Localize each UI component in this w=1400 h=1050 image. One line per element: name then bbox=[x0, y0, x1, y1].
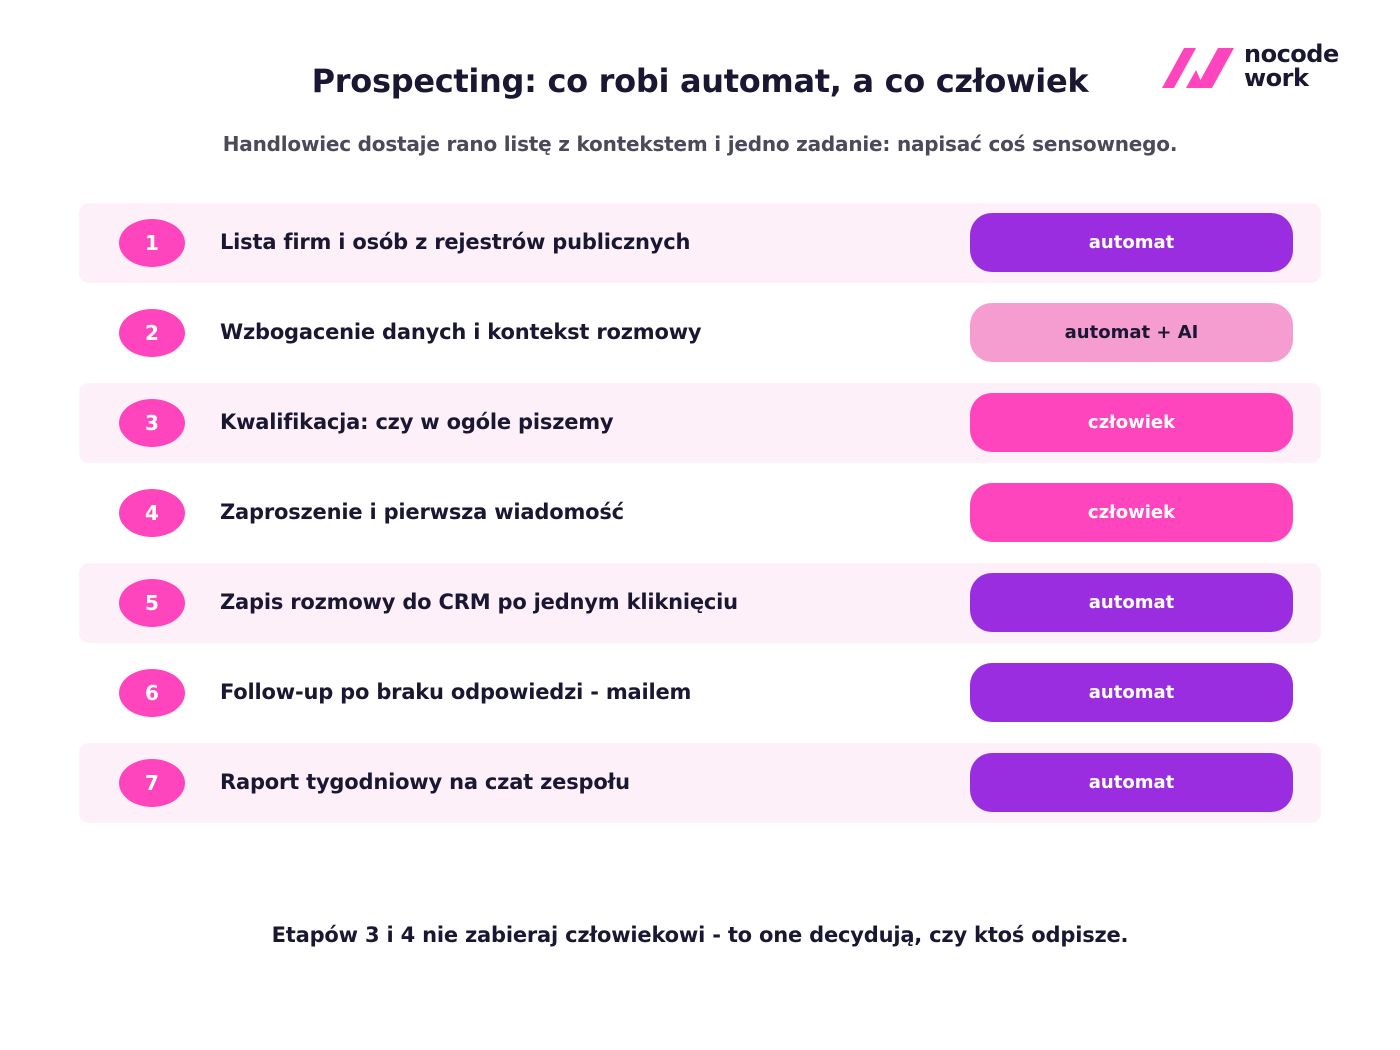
step-label: Wzbogacenie danych i kontekst rozmowy bbox=[220, 320, 702, 344]
footer-note: Etapów 3 i 4 nie zabieraj człowiekowi - … bbox=[271, 923, 1129, 947]
step-owner-badge: automat bbox=[970, 753, 1293, 812]
step-label: Zapis rozmowy do CRM po jednym kliknięci… bbox=[220, 590, 738, 614]
step-number-badge: 7 bbox=[119, 759, 185, 807]
step-row: 7 Raport tygodniowy na czat zespołu auto… bbox=[79, 743, 1321, 823]
step-owner-badge: automat bbox=[970, 663, 1293, 722]
step-owner-badge: automat + AI bbox=[970, 303, 1293, 362]
step-row: 2 Wzbogacenie danych i kontekst rozmowy … bbox=[79, 293, 1321, 373]
step-label: Kwalifikacja: czy w ogóle piszemy bbox=[220, 410, 614, 434]
nocode-work-logo-icon bbox=[1162, 48, 1234, 88]
step-number-badge: 4 bbox=[119, 489, 185, 537]
step-label: Zaproszenie i pierwsza wiadomość bbox=[220, 500, 624, 524]
page-subtitle: Handlowiec dostaje rano listę z kontekst… bbox=[222, 132, 1178, 156]
logo-text-line2: work bbox=[1244, 64, 1309, 92]
step-number-badge: 2 bbox=[119, 309, 185, 357]
logo-text: nocode work bbox=[1244, 42, 1339, 90]
step-label: Lista firm i osób z rejestrów publicznyc… bbox=[220, 230, 691, 254]
logo: nocode work bbox=[1162, 42, 1362, 92]
step-label: Follow-up po braku odpowiedzi - mailem bbox=[220, 680, 692, 704]
logo-text-line1: nocode bbox=[1244, 40, 1339, 68]
step-number-badge: 3 bbox=[119, 399, 185, 447]
step-owner-badge: człowiek bbox=[970, 483, 1293, 542]
step-row: 6 Follow-up po braku odpowiedzi - mailem… bbox=[79, 653, 1321, 733]
step-row: 1 Lista firm i osób z rejestrów publiczn… bbox=[79, 203, 1321, 283]
step-number-badge: 5 bbox=[119, 579, 185, 627]
steps-list: 1 Lista firm i osób z rejestrów publiczn… bbox=[79, 203, 1321, 833]
step-owner-badge: automat bbox=[970, 573, 1293, 632]
step-number-badge: 1 bbox=[119, 219, 185, 267]
step-label: Raport tygodniowy na czat zespołu bbox=[220, 770, 630, 794]
step-row: 4 Zaproszenie i pierwsza wiadomość człow… bbox=[79, 473, 1321, 553]
step-owner-badge: automat bbox=[970, 213, 1293, 272]
step-owner-badge: człowiek bbox=[970, 393, 1293, 452]
page-title: Prospecting: co robi automat, a co człow… bbox=[311, 62, 1089, 100]
step-row: 5 Zapis rozmowy do CRM po jednym kliknię… bbox=[79, 563, 1321, 643]
step-number-badge: 6 bbox=[119, 669, 185, 717]
step-row: 3 Kwalifikacja: czy w ogóle piszemy czło… bbox=[79, 383, 1321, 463]
